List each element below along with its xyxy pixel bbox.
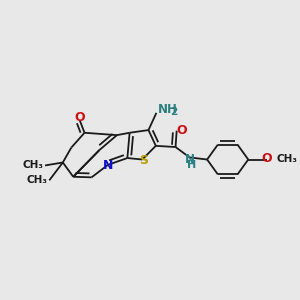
Text: CH₃: CH₃ xyxy=(276,154,297,164)
Text: N: N xyxy=(185,153,195,166)
Text: H: H xyxy=(187,160,196,170)
Text: CH₃: CH₃ xyxy=(23,160,44,170)
Text: N: N xyxy=(103,159,114,172)
Text: O: O xyxy=(261,152,272,165)
Text: NH: NH xyxy=(158,103,178,116)
Text: S: S xyxy=(139,154,148,166)
Text: O: O xyxy=(74,111,85,124)
Text: 2: 2 xyxy=(170,107,177,117)
Text: O: O xyxy=(176,124,187,137)
Text: CH₃: CH₃ xyxy=(27,175,48,185)
